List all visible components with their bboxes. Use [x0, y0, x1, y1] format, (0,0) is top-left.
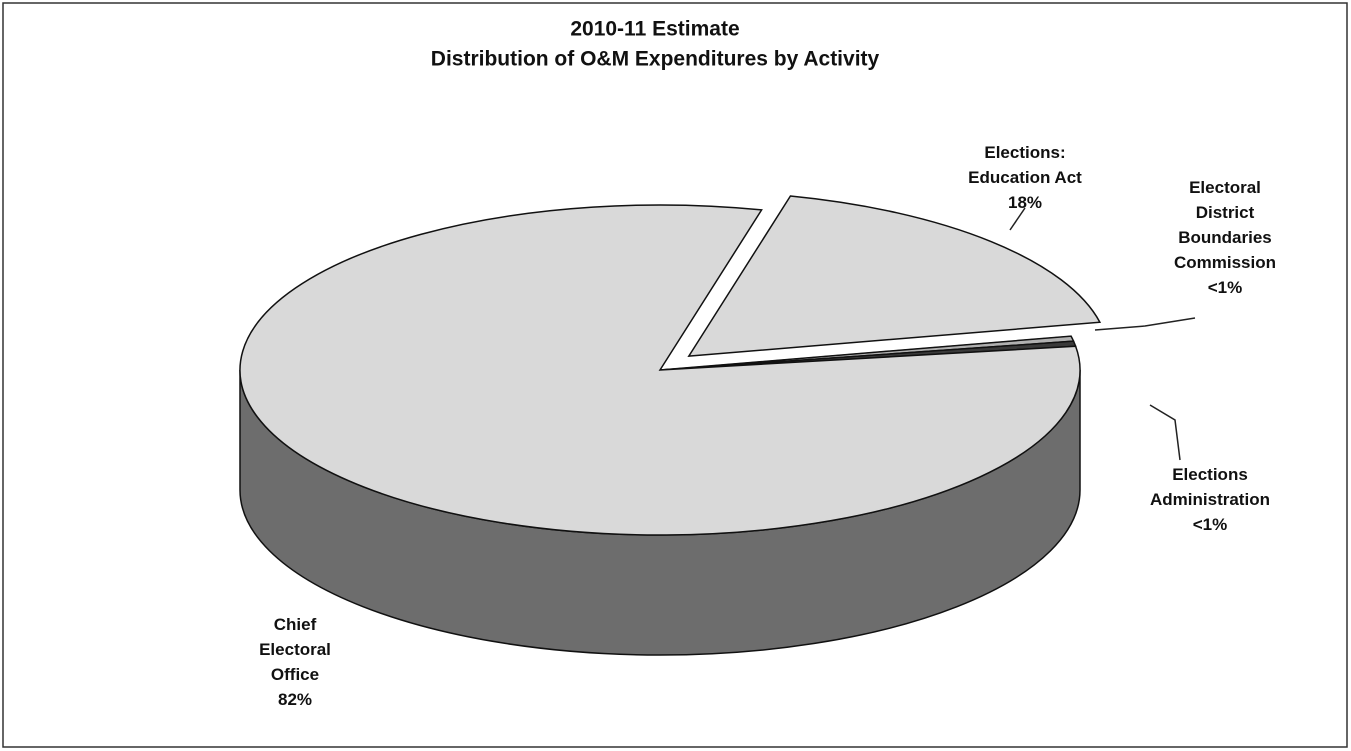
slice	[687, 195, 1102, 357]
label-name: Electoral District Boundaries Commission	[1173, 178, 1277, 272]
leader-line	[1094, 317, 1196, 331]
slice-label: Elections Administration <1%	[1138, 462, 1282, 537]
label-value: <1%	[1207, 278, 1243, 297]
leader-line	[1009, 207, 1026, 231]
label-name: Elections: Education Act	[968, 143, 1082, 187]
label-value: 82%	[277, 690, 313, 709]
slice-label: Electoral District Boundaries Commission…	[1165, 175, 1285, 300]
pie	[239, 195, 1102, 656]
slice-label: Chief Electoral Office 82%	[250, 612, 340, 712]
slice-label: Elections: Education Act 18%	[955, 140, 1095, 215]
slice	[239, 204, 1081, 536]
label-value: 18%	[1007, 193, 1043, 212]
chart-subtitle: Distribution of O&M Expenditures by Acti…	[431, 48, 880, 71]
label-value: <1%	[1192, 515, 1228, 534]
label-name: Elections Administration	[1150, 465, 1270, 509]
label-name: Chief Electoral Office	[259, 615, 331, 684]
chart-title: 2010-11 Estimate	[570, 18, 739, 41]
leader-line	[1149, 404, 1181, 461]
